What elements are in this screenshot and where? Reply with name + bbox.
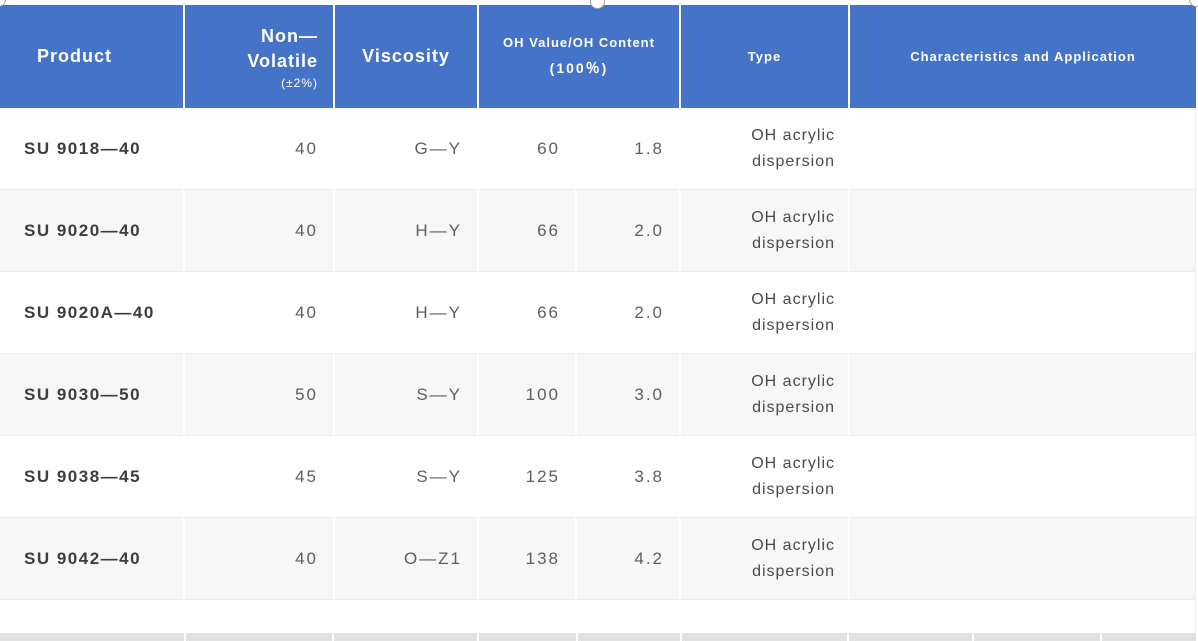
cell-characteristics[interactable] [848,436,1196,518]
cell-type[interactable]: OH acrylic dispersion [679,518,848,600]
cell-oh-content[interactable]: 1.8 [575,108,679,190]
table-body: SU 9018—40 40 G—Y 60 1.8 OH acrylic disp… [0,108,1196,600]
header-label-product: Product [36,46,112,66]
cell-oh-content[interactable]: 2.0 [575,190,679,272]
cell-product[interactable]: SU 9020—40 [0,190,183,272]
header-cell-non-volatile[interactable]: Non— Volatile (±2%) [183,5,333,108]
cell-non-volatile[interactable]: 40 [183,518,333,600]
cell-viscosity[interactable]: S—Y [333,436,477,518]
header-label-non-volatile-line2: Volatile [247,50,318,71]
header-cell-characteristics[interactable]: Characteristics and Application [848,5,1196,108]
table-right-border [1195,108,1196,641]
next-row-cell-divider [680,633,682,641]
cell-oh-content[interactable]: 2.0 [575,272,679,354]
cell-type[interactable]: OH acrylic dispersion [679,436,848,518]
cell-non-volatile[interactable]: 40 [183,272,333,354]
cell-viscosity[interactable]: G—Y [333,108,477,190]
cell-product[interactable]: SU 9020A—40 [0,272,183,354]
header-cell-oh-value[interactable]: OH Value/OH Content (100％) [477,5,679,108]
next-row-cell-divider [576,633,578,641]
cell-product[interactable]: SU 9018—40 [0,108,183,190]
header-cell-type[interactable]: Type [679,5,848,108]
table-row: SU 9018—40 40 G—Y 60 1.8 OH acrylic disp… [0,108,1196,190]
table-header-row: Product Non— Volatile (±2%) Viscosity OH… [0,5,1196,108]
header-label-non-volatile-note: (±2%) [281,75,318,90]
selection-handle-top-right-icon[interactable] [1189,0,1198,7]
product-spec-table[interactable]: Product Non— Volatile (±2%) Viscosity OH… [0,5,1196,600]
cell-viscosity[interactable]: S—Y [333,354,477,436]
next-row-cell-divider [184,633,186,641]
cell-oh-value[interactable]: 100 [477,354,575,436]
cell-product[interactable]: SU 9042—40 [0,518,183,600]
next-row-cell-divider [477,633,479,641]
next-row-cell-divider [847,633,849,641]
cell-type[interactable]: OH acrylic dispersion [679,108,848,190]
header-label-viscosity: Viscosity [362,46,450,66]
cell-characteristics[interactable] [848,354,1196,436]
cell-oh-value[interactable]: 138 [477,518,575,600]
header-label-oh-title: OH Value/OH Content [503,35,655,50]
cell-non-volatile[interactable]: 40 [183,108,333,190]
cell-type[interactable]: OH acrylic dispersion [679,190,848,272]
cell-oh-content[interactable]: 4.2 [575,518,679,600]
header-label-characteristics: Characteristics and Application [910,49,1136,64]
table-row: SU 9038—45 45 S—Y 125 3.8 OH acrylic dis… [0,436,1196,518]
cell-product[interactable]: SU 9038—45 [0,436,183,518]
table-row: SU 9020A—40 40 H—Y 66 2.0 OH acrylic dis… [0,272,1196,354]
cell-non-volatile[interactable]: 50 [183,354,333,436]
cell-oh-value[interactable]: 66 [477,272,575,354]
table-row: SU 9030—50 50 S—Y 100 3.0 OH acrylic dis… [0,354,1196,436]
cell-oh-value[interactable]: 125 [477,436,575,518]
cell-characteristics[interactable] [848,518,1196,600]
header-cell-viscosity[interactable]: Viscosity [333,5,477,108]
cell-type[interactable]: OH acrylic dispersion [679,272,848,354]
header-cell-product[interactable]: Product [0,5,183,108]
cell-oh-content[interactable]: 3.8 [575,436,679,518]
cell-oh-value[interactable]: 60 [477,108,575,190]
cell-characteristics[interactable] [848,272,1196,354]
cell-product[interactable]: SU 9030—50 [0,354,183,436]
next-row-cell-divider [972,633,974,641]
cell-viscosity[interactable]: H—Y [333,272,477,354]
next-table-row-partial [0,633,1196,641]
cell-characteristics[interactable] [848,190,1196,272]
table-row: SU 9042—40 40 O—Z1 138 4.2 OH acrylic di… [0,518,1196,600]
header-label-oh-subtitle: (100％) [549,60,609,76]
header-label-type: Type [747,49,782,64]
cell-non-volatile[interactable]: 45 [183,436,333,518]
next-row-cell-divider [332,633,334,641]
header-label-non-volatile-line1: Non— [261,25,318,46]
table-row: SU 9020—40 40 H—Y 66 2.0 OH acrylic disp… [0,190,1196,272]
cell-viscosity[interactable]: O—Z1 [333,518,477,600]
cell-viscosity[interactable]: H—Y [333,190,477,272]
cell-non-volatile[interactable]: 40 [183,190,333,272]
next-row-cell-divider [1100,633,1102,641]
cell-oh-content[interactable]: 3.0 [575,354,679,436]
cell-type[interactable]: OH acrylic dispersion [679,354,848,436]
cell-oh-value[interactable]: 66 [477,190,575,272]
cell-characteristics[interactable] [848,108,1196,190]
